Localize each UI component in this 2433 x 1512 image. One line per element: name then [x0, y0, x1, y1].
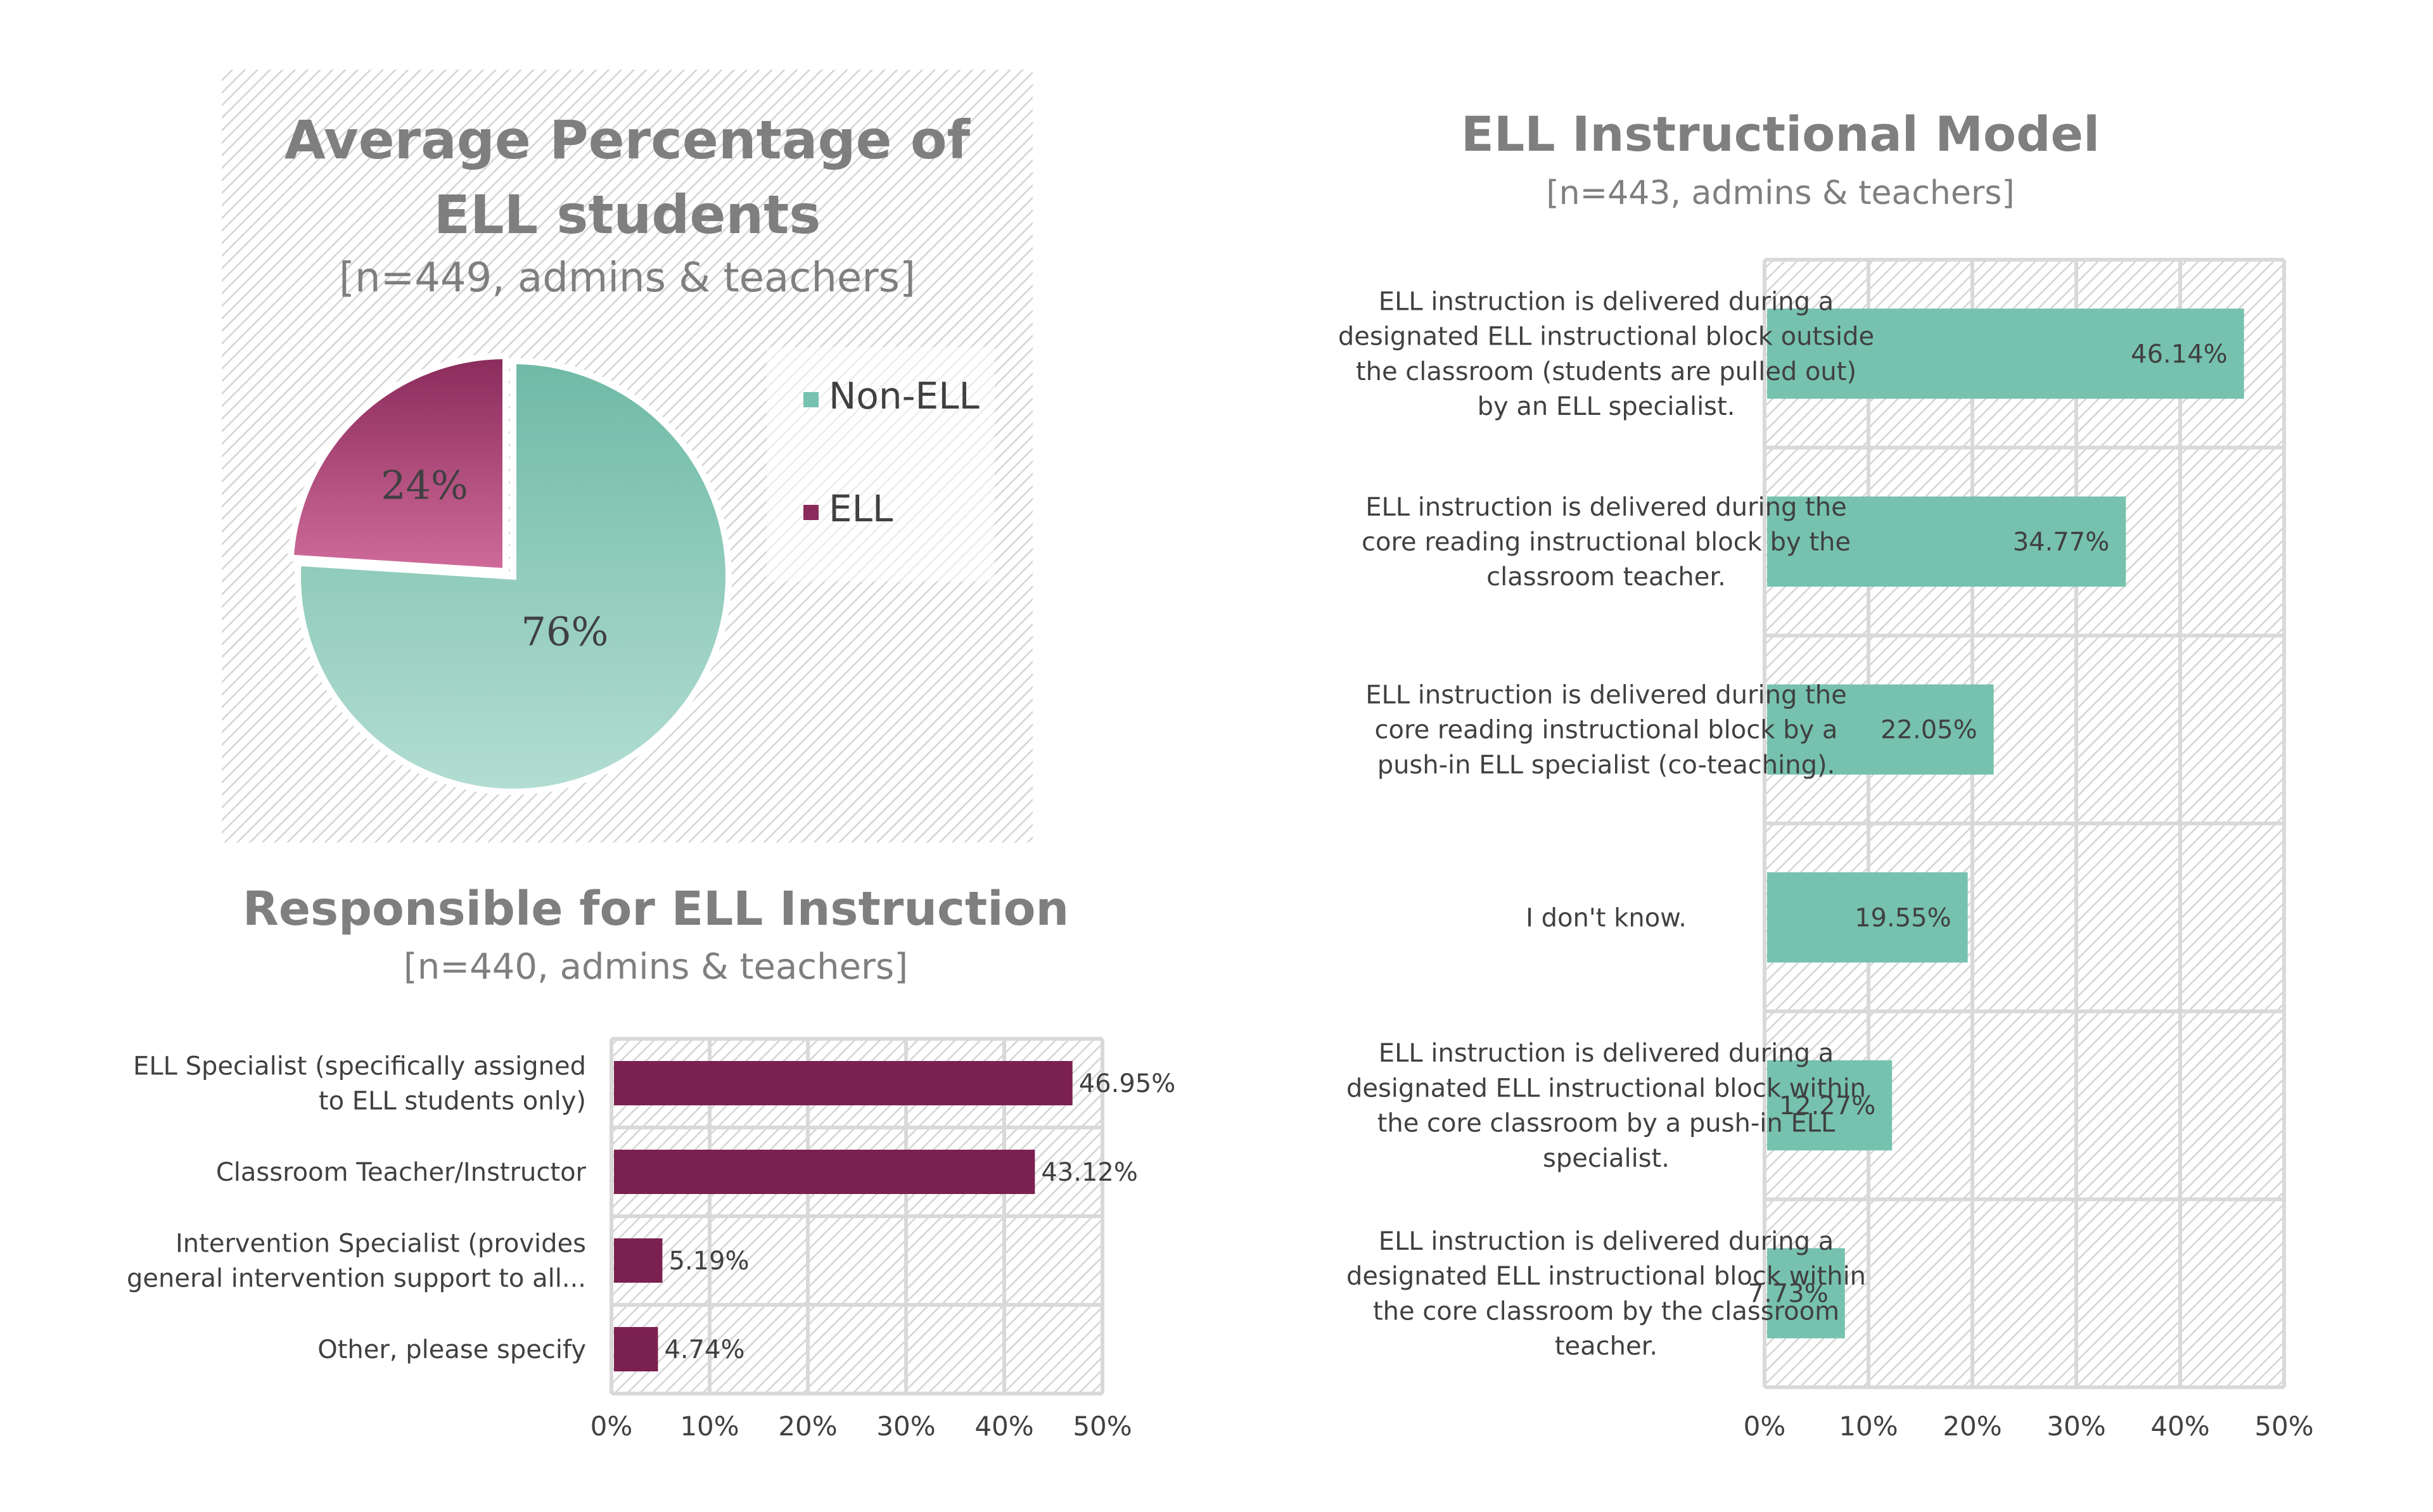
bar-2	[614, 1150, 1035, 1194]
category-label: ELL instruction is delivered during a des…	[1346, 1227, 1866, 1361]
bar-2	[1767, 496, 2126, 587]
pie-subtitle: [n=449, admins & teachers]	[339, 255, 916, 302]
pie-slice-non-ell	[295, 357, 732, 795]
legend-swatch	[803, 392, 819, 407]
responsible-subtitle: [n=440, admins & teachers]	[404, 946, 908, 988]
pie-slice-label: 76%	[521, 609, 609, 655]
x-tick-label: 40%	[974, 1411, 1033, 1442]
responsible-title: Responsible for ELL Instruction	[243, 882, 1069, 936]
bar-value-label: 4.74%	[664, 1335, 744, 1364]
category-label: Other, please specify	[317, 1335, 586, 1364]
x-tick-label: 10%	[1839, 1411, 1898, 1442]
x-tick-label: 0%	[1744, 1411, 1786, 1442]
model-chart: ELL Instructional Model [n=443, admins &…	[1338, 106, 2314, 1442]
bar-4	[1767, 872, 1968, 963]
x-tick-label: 20%	[778, 1411, 837, 1442]
bar-value-label: 43.12%	[1041, 1158, 1138, 1187]
x-tick-label: 50%	[1073, 1411, 1132, 1442]
bar-1	[1767, 308, 2244, 399]
responsible-x-ticks: 0% 10% 20% 30% 40% 50%	[591, 1411, 1132, 1442]
x-tick-label: 30%	[876, 1411, 935, 1442]
category-label: Intervention Specialist (provides general…	[127, 1229, 586, 1293]
pie-slice-ell	[287, 352, 509, 575]
x-tick-label: 10%	[680, 1411, 739, 1442]
bar-4	[614, 1327, 658, 1371]
bar-value-label: 34.77%	[2013, 528, 2110, 557]
model-category-labels: ELL instruction is delivered during a des…	[1338, 288, 1874, 1361]
pie-slices: 76% 24%	[287, 352, 732, 795]
x-tick-label: 0%	[591, 1411, 633, 1442]
bar-value-label: 46.14%	[2131, 340, 2228, 369]
model-gridlines	[1763, 258, 2286, 1389]
bar-value-label: 5.19%	[668, 1247, 749, 1276]
bar-value-label: 46.95%	[1079, 1069, 1176, 1098]
x-tick-label: 40%	[2150, 1411, 2209, 1442]
pie-slice-label: 24%	[381, 462, 468, 509]
pie-title-line-2: ELL students	[434, 184, 821, 246]
category-label: Classroom Teacher/Instructor	[216, 1158, 587, 1187]
category-label: ELL instruction is delivered during the c…	[1362, 493, 1851, 592]
model-title: ELL Instructional Model	[1461, 106, 2100, 162]
x-tick-label: 20%	[1943, 1411, 2002, 1442]
model-bars: 46.14% 34.77% 22.05% 19.55% 12.27% 7.73%	[1748, 308, 2244, 1338]
bar-6	[1767, 1248, 1845, 1338]
responsible-category-labels: ELL Specialist (specifically assigned to …	[127, 1051, 587, 1364]
category-label: ELL instruction is delivered during a des…	[1338, 288, 1874, 422]
bar-value-label: 22.05%	[1881, 716, 1977, 745]
pie-chart-panel: Average Percentage of ELL students [n=44…	[222, 70, 1033, 842]
responsible-gridlines	[610, 1037, 1104, 1395]
category-label: ELL Specialist (specifically assigned to …	[133, 1051, 586, 1115]
pie-legend-box	[767, 347, 995, 581]
pie-legend: Non-ELL ELL	[803, 374, 980, 530]
bar-5	[1767, 1060, 1893, 1151]
category-label: ELL instruction is delivered during a des…	[1346, 1039, 1866, 1173]
bar-3	[614, 1238, 663, 1283]
category-label: ELL instruction is delivered during the c…	[1365, 680, 1847, 779]
bar-value-label: 19.55%	[1855, 903, 1951, 932]
category-label: I don't know.	[1526, 903, 1687, 932]
legend-label: Non-ELL	[829, 374, 980, 417]
bar-value-label: 12.27%	[1779, 1091, 1876, 1121]
model-x-ticks: 0% 10% 20% 30% 40% 50%	[1744, 1411, 2314, 1442]
bar-3	[1767, 684, 1994, 775]
x-tick-label: 50%	[2254, 1411, 2313, 1442]
bar-1	[614, 1061, 1073, 1105]
responsible-chart: Responsible for ELL Instruction [n=440, …	[127, 882, 1175, 1442]
responsible-bars: 46.95% 43.12% 5.19% 4.74%	[614, 1061, 1175, 1371]
model-subtitle: [n=443, admins & teachers]	[1546, 174, 2014, 212]
bar-value-label: 7.73%	[1748, 1280, 1829, 1309]
legend-label: ELL	[829, 487, 893, 530]
pie-title-line-1: Average Percentage of	[284, 109, 971, 171]
x-tick-label: 30%	[2047, 1411, 2105, 1442]
legend-swatch	[803, 505, 819, 520]
